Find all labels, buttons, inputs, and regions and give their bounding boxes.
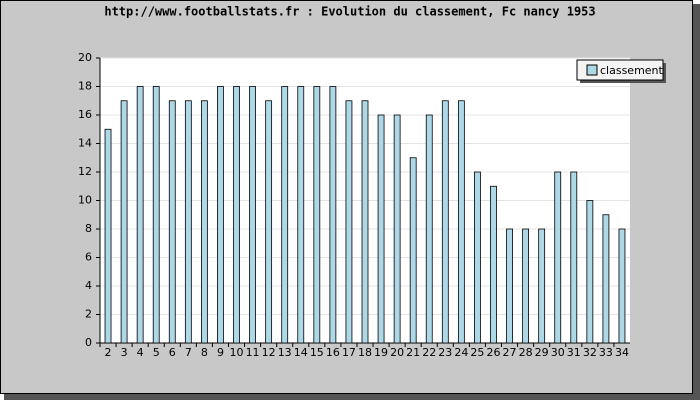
y-tick-label: 4 — [85, 279, 92, 292]
x-tick-label: 10 — [230, 346, 244, 359]
x-tick-label: 18 — [358, 346, 372, 359]
bar — [554, 171, 562, 344]
y-tick-label: 8 — [85, 222, 92, 235]
bar — [490, 185, 497, 344]
y-tick-label: 10 — [78, 194, 92, 207]
chart-title: http://www.footballstats.fr : Evolution … — [104, 5, 595, 19]
bar — [538, 228, 546, 344]
legend-box — [576, 59, 664, 81]
bar — [329, 86, 337, 344]
bar — [168, 100, 176, 344]
y-tick-label: 12 — [78, 165, 92, 178]
x-tick-label: 5 — [153, 346, 160, 359]
y-tick-label: 0 — [85, 336, 92, 349]
bar — [136, 86, 144, 344]
x-tick-label: 13 — [278, 346, 292, 359]
x-tick-label: 29 — [535, 346, 549, 359]
x-tick-label: 25 — [470, 346, 484, 359]
bar — [618, 228, 626, 344]
bar — [313, 86, 321, 344]
x-tick-label: 9 — [217, 346, 224, 359]
legend-label: classement — [600, 64, 664, 77]
bar — [602, 214, 610, 344]
bar — [217, 86, 224, 344]
bar — [425, 114, 433, 344]
bar — [506, 228, 513, 344]
bar — [586, 200, 594, 344]
x-tick-label: 17 — [342, 346, 356, 359]
x-tick-label: 6 — [169, 346, 176, 359]
y-tick-label: 2 — [85, 308, 92, 321]
bar — [522, 228, 530, 344]
bar — [249, 86, 256, 344]
bar — [233, 86, 240, 344]
bar — [281, 86, 289, 344]
bar — [457, 100, 465, 344]
bar — [265, 100, 273, 344]
y-tick-label: 20 — [78, 51, 92, 64]
bar — [120, 100, 128, 344]
y-tick-label: 14 — [78, 137, 92, 150]
x-tick-label: 12 — [262, 346, 276, 359]
x-tick-label: 7 — [185, 346, 192, 359]
bar — [441, 100, 449, 344]
y-tick-label: 16 — [78, 108, 92, 121]
legend-swatch — [586, 64, 598, 76]
bar — [361, 100, 369, 344]
bar — [200, 100, 208, 344]
bar — [409, 157, 417, 344]
x-tick-label: 3 — [121, 346, 128, 359]
x-tick-label: 22 — [422, 346, 436, 359]
x-tick-label: 16 — [326, 346, 340, 359]
y-tick-label: 18 — [78, 80, 92, 93]
x-tick-label: 4 — [137, 346, 144, 359]
x-tick-label: 2 — [105, 346, 112, 359]
x-tick-label: 31 — [567, 346, 581, 359]
x-tick-label: 26 — [486, 346, 500, 359]
x-tick-label: 24 — [454, 346, 468, 359]
bar — [393, 114, 401, 344]
bar — [152, 86, 160, 344]
x-tick-label: 34 — [615, 346, 629, 359]
x-tick-label: 32 — [583, 346, 597, 359]
x-tick-label: 15 — [310, 346, 324, 359]
x-tick-label: 19 — [374, 346, 388, 359]
x-tick-label: 28 — [519, 346, 533, 359]
bar — [377, 114, 385, 344]
bar — [104, 128, 112, 344]
y-tick-label: 6 — [85, 251, 92, 264]
bar — [345, 100, 353, 344]
bar — [184, 100, 192, 344]
x-tick-label: 20 — [390, 346, 404, 359]
x-tick-label: 14 — [294, 346, 308, 359]
bar — [474, 171, 481, 344]
x-tick-label: 11 — [246, 346, 260, 359]
x-tick-label: 27 — [503, 346, 517, 359]
x-tick-label: 8 — [201, 346, 208, 359]
x-tick-label: 21 — [406, 346, 420, 359]
x-tick-label: 33 — [599, 346, 613, 359]
bar — [570, 171, 578, 344]
x-tick-label: 23 — [438, 346, 452, 359]
bar — [297, 86, 305, 344]
x-tick-label: 30 — [551, 346, 565, 359]
